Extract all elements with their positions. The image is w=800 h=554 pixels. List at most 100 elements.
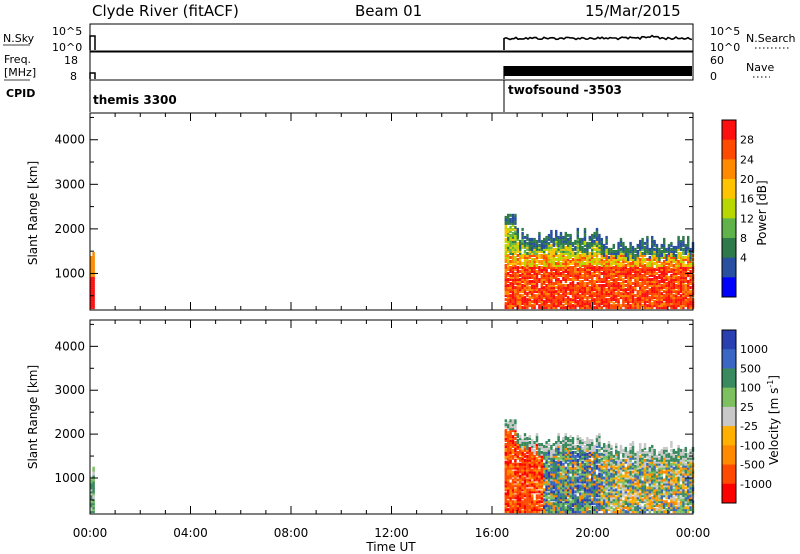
heatmap-cell (547, 262, 551, 265)
heatmap-cell (564, 510, 567, 514)
heatmap-cell (600, 452, 603, 456)
heatmap-cell (90, 486, 93, 490)
heatmap-cell (507, 423, 510, 427)
heatmap-cell (557, 435, 560, 439)
heatmap-cell (612, 254, 615, 257)
heatmap-cell (651, 460, 654, 464)
heatmap-cell (543, 468, 546, 472)
heatmap-cell (569, 510, 572, 514)
heatmap-cell (622, 270, 625, 273)
heatmap-cell (600, 470, 603, 474)
heatmap-cell (514, 213, 517, 217)
heatmap-cell (660, 450, 663, 454)
heatmap-cell (540, 302, 543, 306)
heatmap-cell (605, 452, 608, 456)
heatmap-cell (607, 306, 611, 310)
heatmap-cell (648, 494, 651, 498)
heatmap-cell (631, 252, 635, 255)
heatmap-cell (677, 492, 680, 496)
heatmap-cell (598, 272, 601, 275)
heatmap-cell (504, 237, 507, 241)
heatmap-cell (543, 300, 546, 304)
heatmap-cell (571, 441, 575, 444)
heatmap-cell (507, 441, 510, 444)
heatmap-cell (617, 306, 620, 310)
heatmap-cell (511, 456, 515, 460)
heatmap-cell (595, 254, 599, 257)
heatmap-cell (629, 478, 632, 482)
heatmap-cell (634, 474, 637, 478)
heatmap-cell (588, 306, 591, 310)
heatmap-cell (516, 484, 519, 488)
heatmap-cell (579, 274, 582, 277)
heatmap-cell (627, 458, 630, 462)
heatmap-cell (610, 258, 613, 261)
heatmap-cell (519, 506, 522, 510)
heatmap-cell (507, 450, 510, 454)
heatmap-cell (569, 500, 572, 504)
heatmap-cell (586, 274, 589, 277)
heatmap-cell (627, 294, 630, 298)
heatmap-cell (535, 482, 539, 486)
heatmap-cell (569, 306, 572, 310)
heatmap-cell (651, 444, 654, 448)
heatmap-cell (619, 274, 623, 277)
heatmap-cell (562, 262, 565, 265)
heatmap-cell (653, 508, 656, 512)
heatmap-cell (658, 484, 661, 488)
heatmap-cell (523, 466, 527, 470)
heatmap-cell (629, 494, 632, 498)
heatmap-cell (607, 492, 611, 496)
heatmap-cell (576, 498, 579, 502)
heatmap-cell (533, 278, 536, 281)
heatmap-cell (677, 298, 680, 302)
nsky-trace (503, 34, 693, 50)
heatmap-cell (615, 492, 618, 496)
heatmap-cell (526, 268, 529, 271)
heatmap-cell (595, 270, 599, 273)
heatmap-cell (552, 480, 555, 484)
heatmap-cell (571, 443, 575, 446)
heatmap-cell (564, 294, 567, 298)
heatmap-cell (627, 496, 630, 500)
heatmap-cell (514, 262, 517, 265)
heatmap-cell (655, 484, 659, 488)
heatmap-cell (569, 239, 572, 243)
heatmap-cell (648, 247, 651, 251)
heatmap-cell (547, 496, 551, 500)
heatmap-cell (509, 484, 512, 488)
heatmap-cell (528, 504, 531, 508)
heatmap-cell (607, 478, 611, 482)
heatmap-cell (571, 286, 575, 290)
heatmap-cell (562, 258, 565, 261)
heatmap-cell (627, 252, 630, 255)
heatmap-cell (665, 278, 668, 281)
heatmap-cell (516, 510, 519, 514)
heatmap-cell (675, 476, 678, 480)
heatmap-cell (607, 484, 611, 488)
heatmap-cell (519, 441, 522, 444)
heatmap-cell (624, 284, 627, 287)
heatmap-cell (617, 294, 620, 298)
heatmap-cell (679, 304, 683, 308)
heatmap-cell (552, 276, 555, 279)
heatmap-cell (559, 304, 563, 308)
heatmap-cell (531, 276, 534, 279)
heatmap-cell (636, 464, 639, 468)
heatmap-cell (627, 268, 630, 271)
heatmap-cell (658, 450, 661, 454)
heatmap-cell (528, 441, 531, 444)
heatmap-cell (593, 266, 596, 269)
heatmap-cell (598, 306, 601, 310)
heatmap-cell (533, 458, 536, 462)
heatmap-cell (615, 484, 618, 488)
heatmap-cell (540, 298, 543, 302)
heatmap-cell (622, 298, 625, 302)
heatmap-cell (559, 510, 563, 514)
heatmap-cell (667, 506, 671, 510)
heatmap-cell (605, 504, 608, 508)
heatmap-cell (624, 510, 627, 514)
heatmap-cell (552, 296, 555, 300)
heatmap-cell (670, 441, 673, 444)
heatmap-cell (507, 272, 510, 275)
